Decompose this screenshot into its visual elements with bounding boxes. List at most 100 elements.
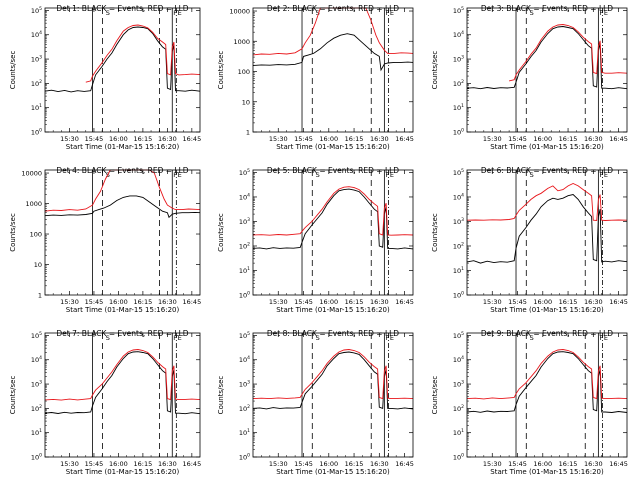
panel-8-xtick-label-1: 15:45 (294, 460, 313, 468)
panel-7-xtick-label-2: 16:00 (109, 460, 128, 468)
panel-1-lld-series (85, 24, 201, 83)
panel-8-xtick-label-5: 16:45 (395, 460, 414, 468)
panel-3-annotation-p: P (599, 9, 603, 17)
panel-9-xtick-label-5: 16:45 (609, 460, 628, 468)
panel-1-ytick-exp-0: 0 (39, 128, 42, 134)
panel-1-ytick-label-5: 105 (31, 6, 42, 15)
panel-3-frame (466, 7, 628, 133)
panel-2-annotation-p: P (385, 9, 389, 17)
panel-4-xtick-label-4: 16:30 (158, 298, 177, 306)
panel-7-ytick-label-3: 103 (31, 380, 42, 389)
panel-9-ytick-label-3: 103 (453, 380, 464, 389)
panel-5-events-series (252, 188, 414, 250)
panel-6-ytick-exp-0: 0 (461, 291, 464, 297)
panel-9-xtick-label-4: 16:30 (584, 460, 603, 468)
panel-9-ytick-exp-5: 5 (461, 331, 464, 337)
panel-9-ytick-label-0: 100 (453, 453, 464, 462)
panel-6-ytick-label-1: 101 (453, 266, 464, 275)
panel-8-title: Det 8: BLACK = Events, RED = LLD (267, 329, 399, 338)
panel-7-events-series (44, 351, 201, 415)
panel-6-frame (466, 169, 628, 296)
panel-1-xtick-label-2: 16:00 (109, 135, 128, 143)
panel-9-events-series (466, 351, 628, 413)
panel-5-ytick-label-3: 103 (239, 217, 250, 226)
panel-8-ytick-label-3: 103 (239, 380, 250, 389)
panel-5-ytick-exp-5: 5 (247, 168, 250, 174)
panel-6-annotation-s: S (530, 171, 534, 179)
panel-7-lld-series (44, 349, 201, 401)
panel-3-annotation-s: S (530, 9, 534, 17)
panel-8-ytick-label-1: 101 (239, 428, 250, 437)
panel-5-annotation-s: S (316, 171, 320, 179)
panel-2-ytick-label-1: 10 (242, 98, 250, 106)
panel-1-ytick-exp-5: 5 (39, 6, 42, 12)
panel-3-ytick-exp-3: 3 (461, 55, 464, 61)
panel-6-ytick-label-5: 105 (453, 168, 464, 177)
panel-7-ytick-exp-3: 3 (39, 380, 42, 386)
panel-6-xtick-label-4: 16:30 (584, 298, 603, 306)
panel-7-annotation-e: E (178, 334, 182, 342)
panel-7-xtick-label-5: 16:45 (182, 460, 201, 468)
panel-8-ytick-exp-4: 4 (247, 355, 250, 361)
panel-5-annotation-p: P (385, 171, 389, 179)
panel-6-xtick-label-5: 16:45 (609, 298, 628, 306)
panel-9-xtick-label-2: 16:00 (533, 460, 552, 468)
panel-1-annotation-p: P (173, 9, 177, 17)
panel-5-xtick-label-3: 16:15 (345, 298, 364, 306)
panel-2-annotation-s: S (316, 9, 320, 17)
panel-2-events-series (252, 33, 414, 72)
panel-1-ytick-exp-4: 4 (39, 30, 42, 36)
panel-7-xlabel: Start Time (01-Mar-15 15:16:20) (66, 468, 180, 476)
panel-9-annotation-e: E (604, 334, 608, 342)
panel-1-events-series (44, 26, 201, 93)
panel-5-ylabel: Counts/sec (217, 213, 225, 252)
panel-5-annotation-e: E (390, 171, 394, 179)
panel-4-xtick-label-1: 15:45 (85, 298, 104, 306)
panel-2-annotation-e: E (390, 9, 394, 17)
panel-6-ytick-exp-2: 2 (461, 241, 464, 247)
panel-3-ytick-exp-1: 1 (461, 103, 464, 109)
panel-7-title: Det 7: BLACK = Events, RED = LLD (56, 329, 188, 338)
panel-3-xtick-label-2: 16:00 (533, 135, 552, 143)
panel-6-ytick-label-2: 102 (453, 241, 464, 250)
panel-2-frame (252, 7, 414, 133)
panel-9-xtick-label-0: 15:30 (483, 460, 502, 468)
panel-5-frame (252, 169, 414, 296)
panel-2-title: Det 2: BLACK = Events, RED = LLD (267, 4, 399, 13)
panel-1-ytick-label-1: 101 (31, 103, 42, 112)
panel-5-xtick-label-4: 16:30 (370, 298, 389, 306)
panel-2-ytick-label-4: 10000 (229, 8, 250, 16)
panel-8-ytick-label-5: 105 (239, 331, 250, 340)
panel-1-ytick-exp-3: 3 (39, 55, 42, 61)
panel-4-ytick-label-3: 1000 (25, 200, 42, 208)
panel-3-xtick-label-3: 16:15 (559, 135, 578, 143)
panel-9-ytick-exp-2: 2 (461, 404, 464, 410)
panel-9-ytick-label-1: 101 (453, 428, 464, 437)
panel-8-ytick-label-4: 104 (239, 355, 250, 364)
panel-3-ytick-label-5: 105 (453, 6, 464, 15)
panel-8-ytick-exp-5: 5 (247, 331, 250, 337)
panel-5-ytick-label-5: 105 (239, 168, 250, 177)
panel-1-ytick-label-3: 103 (31, 55, 42, 64)
panel-7-xtick-label-3: 16:15 (134, 460, 153, 468)
panel-4-xtick-label-0: 15:30 (60, 298, 79, 306)
panel-2-xtick-label-0: 15:30 (269, 135, 288, 143)
panel-9-annotation-p: P (599, 334, 603, 342)
panel-1-frame (44, 7, 201, 133)
panel-6-events-series (466, 194, 628, 264)
panel-9-ytick-exp-3: 3 (461, 380, 464, 386)
panel-1-xtick-label-5: 16:45 (182, 135, 201, 143)
panel-9-ytick-exp-0: 0 (461, 453, 464, 459)
panel-5-xtick-label-0: 15:30 (269, 298, 288, 306)
panel-5-lld-series (252, 186, 414, 236)
panel-6-xtick-label-1: 15:45 (508, 298, 527, 306)
panel-4-events-series (44, 195, 201, 219)
panel-1-xtick-label-1: 15:45 (85, 135, 104, 143)
panel-2-xtick-label-5: 16:45 (395, 135, 414, 143)
panel-1-ytick-label-2: 102 (31, 79, 42, 88)
